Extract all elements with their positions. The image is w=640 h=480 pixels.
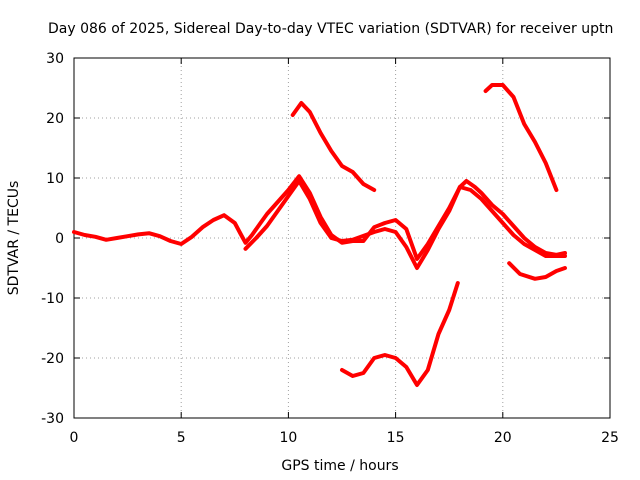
series-line-upper-b: [483, 83, 559, 192]
y-tick-label: -30: [41, 411, 64, 427]
series-line-main-a: [72, 174, 567, 261]
y-tick-label: -10: [41, 291, 64, 307]
x-tick-label: 25: [601, 430, 619, 446]
series-line-lower-b: [507, 261, 567, 281]
x-tick-label: 20: [494, 430, 512, 446]
series-line-main-b: [243, 179, 567, 270]
y-tick-label: 10: [46, 171, 64, 187]
x-tick-label: 10: [279, 430, 297, 446]
x-tick-label: 5: [177, 430, 186, 446]
x-axis-label: GPS time / hours: [281, 458, 398, 474]
grid-layer: [74, 58, 610, 418]
chart-title: Day 086 of 2025, Sidereal Day-to-day VTE…: [48, 21, 613, 37]
y-tick-label: 20: [46, 111, 64, 127]
ticks-layer: 0 5 10 15 20 25 -30 -20 -10 0 10 20 30: [41, 51, 619, 446]
y-tick-label: -20: [41, 351, 64, 367]
y-axis-label: SDTVAR / TECUs: [6, 181, 22, 296]
y-tick-label: 30: [46, 51, 64, 67]
series-line-lower-a: [340, 281, 460, 387]
x-tick-label: 0: [70, 430, 79, 446]
y-tick-label: 0: [55, 231, 64, 247]
series-layer: [72, 83, 567, 387]
x-tick-label: 15: [387, 430, 405, 446]
series-line-upper-a: [290, 101, 377, 192]
